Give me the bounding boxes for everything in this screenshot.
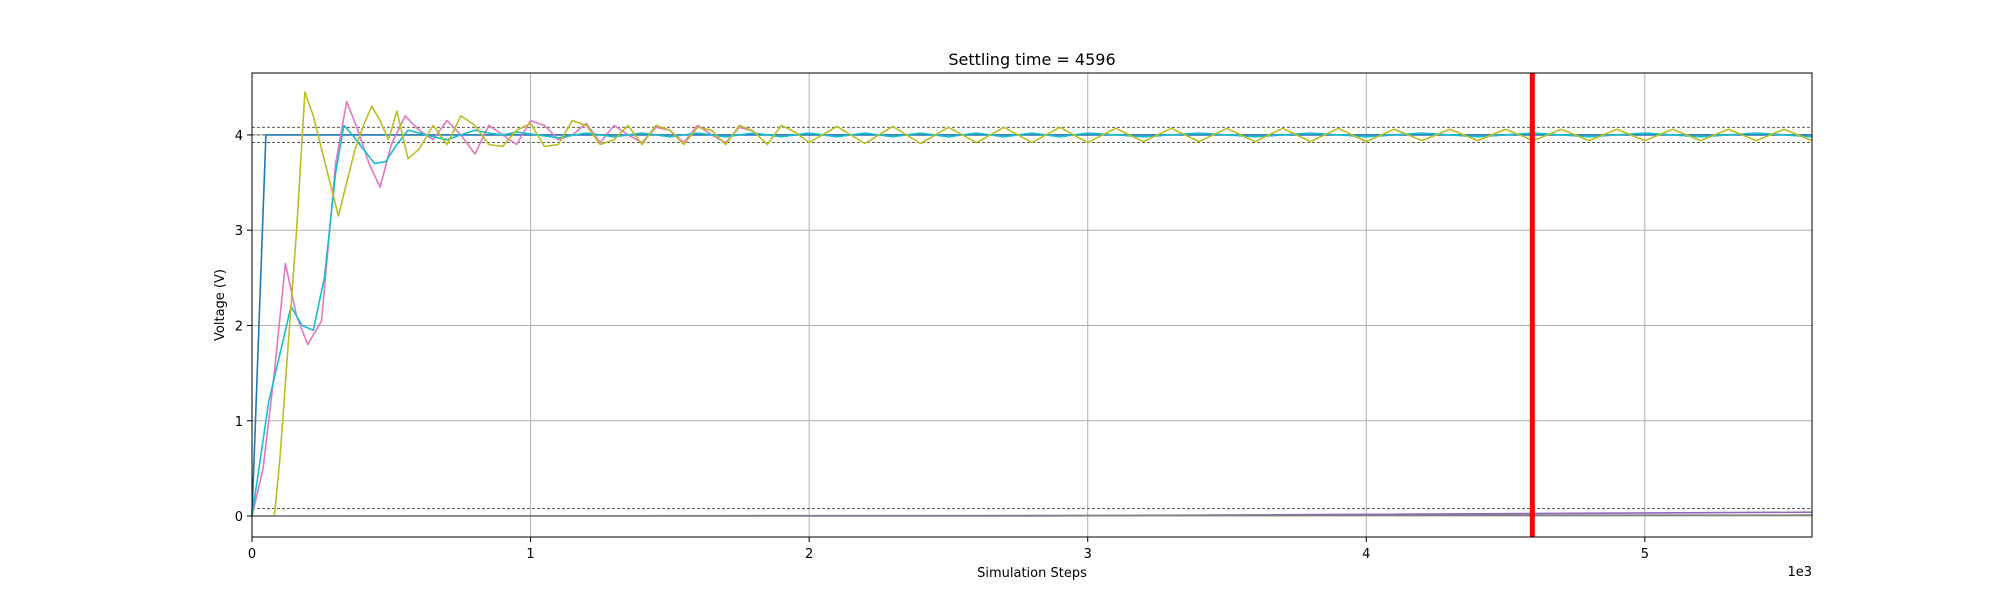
y-axis-label: Voltage (V): [213, 269, 228, 341]
x-tick-label: 5: [1641, 547, 1649, 562]
series-line-4: [252, 91, 1813, 517]
x-tick-label: 2: [805, 547, 813, 562]
x-axis-label: Simulation Steps: [977, 566, 1087, 581]
x-tick-label: 0: [248, 547, 256, 562]
x-tick-label: 4: [1362, 547, 1370, 562]
chart-title: Settling time = 4596: [948, 50, 1115, 69]
series-group: [251, 91, 1813, 517]
y-tick-label: 4: [235, 129, 243, 144]
series-line-6: [251, 514, 1813, 517]
y-tick-label: 0: [235, 510, 243, 525]
plot-frame: [251, 72, 1813, 538]
y-tick-label: 1: [235, 415, 243, 430]
x-tick-label: 3: [1084, 547, 1092, 562]
y-tick-label: 3: [235, 224, 243, 239]
ticks: 0 1 2 3 4 5 0 1 2 3 4: [235, 129, 1649, 562]
x-tick-label: 1: [526, 547, 534, 562]
y-tick-label: 2: [235, 319, 243, 334]
series-line-3: [251, 124, 1813, 517]
x-offset-label: 1e3: [1787, 565, 1812, 580]
